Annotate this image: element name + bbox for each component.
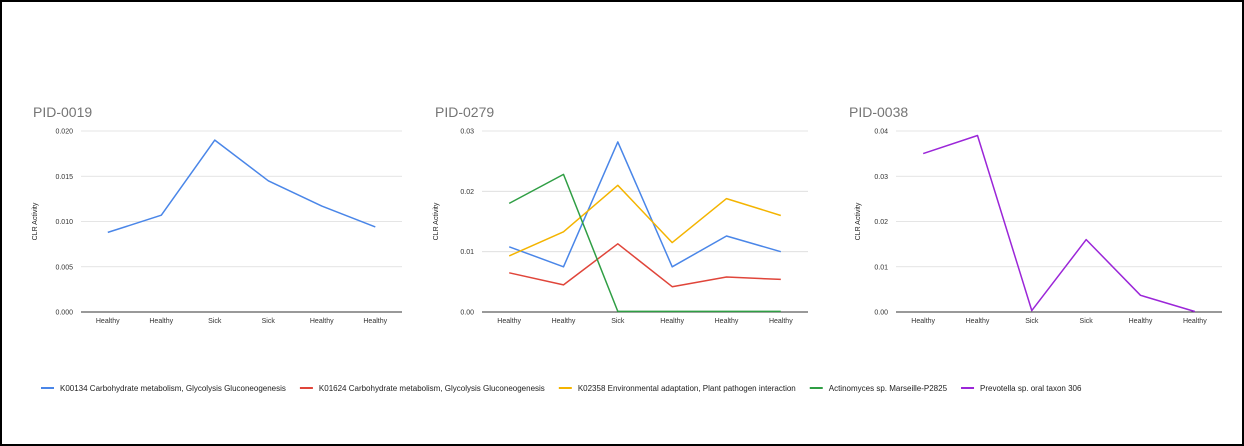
x-tick-label: Sick — [611, 318, 625, 325]
legend-entry: Actinomyces sp. Marseille-P2825 — [809, 384, 948, 393]
legend-label: K02358 Environmental adaptation, Plant p… — [578, 384, 796, 393]
chart-2: PID-0279 0.00 0.01 0.02 0.03 CLR Activity Heal… — [433, 104, 808, 325]
chart-title: PID-0038 — [849, 104, 908, 120]
legend-label: K00134 Carbohydrate metabolism, Glycolys… — [60, 384, 286, 393]
y-axis-label: CLR Activity — [433, 202, 440, 240]
legend-label: Actinomyces sp. Marseille-P2825 — [829, 384, 948, 393]
y-axis-label: CLR Activity — [855, 202, 862, 240]
x-tick-label: Healthy — [363, 318, 387, 325]
y-tick-label: 0.01 — [874, 264, 888, 271]
x-tick-label: Healthy — [769, 318, 793, 325]
y-tick-label: 0.005 — [55, 264, 73, 271]
y-tick-label: 0.020 — [55, 129, 73, 136]
legend-entry: K00134 Carbohydrate metabolism, Glycolys… — [41, 384, 286, 393]
x-tick-label: Sick — [1025, 318, 1039, 325]
x-tick-label: Healthy — [911, 318, 935, 325]
y-tick-label: 0.010 — [55, 219, 73, 226]
legend-entry: K02358 Environmental adaptation, Plant p… — [558, 384, 796, 393]
chart-title: PID-0279 — [435, 104, 494, 120]
series-line — [508, 184, 782, 257]
y-tick-label: 0.000 — [55, 310, 73, 317]
y-tick-label: 0.015 — [55, 174, 73, 181]
x-tick-label: Healthy — [497, 318, 521, 325]
y-tick-label: 0.04 — [874, 129, 888, 136]
chart-title: PID-0019 — [33, 104, 92, 120]
x-tick-label: Sick — [262, 318, 276, 325]
legend-entry: Prevotella sp. oral taxon 306 — [961, 384, 1082, 393]
series-line — [922, 134, 1196, 313]
x-tick-label: Healthy — [715, 318, 739, 325]
y-axis-label: CLR Activity — [32, 202, 39, 240]
y-tick-label: 0.01 — [460, 249, 474, 256]
series-line — [509, 243, 781, 288]
y-tick-label: 0.03 — [874, 174, 888, 181]
x-tick-label: Healthy — [660, 318, 684, 325]
y-tick-label: 0.02 — [874, 219, 888, 226]
series-line — [508, 141, 782, 268]
y-tick-label: 0.00 — [460, 310, 474, 317]
chart-3: PID-0038 0.00 0.01 0.02 0.03 0.04 CLR Activity… — [849, 104, 1222, 325]
legend-label: K01624 Carbohydrate metabolism, Glycolys… — [319, 384, 545, 393]
x-tick-label: Sick — [1080, 318, 1094, 325]
y-tick-label: 0.02 — [460, 189, 474, 196]
y-tick-label: 0.00 — [874, 310, 888, 317]
x-tick-label: Healthy — [552, 318, 576, 325]
legend-label: Prevotella sp. oral taxon 306 — [980, 384, 1082, 393]
series-line — [508, 173, 781, 313]
legend: K00134 Carbohydrate metabolism, Glycolys… — [41, 384, 1082, 393]
series-line — [107, 139, 376, 234]
x-tick-label: Healthy — [96, 318, 120, 325]
x-tick-label: Sick — [208, 318, 222, 325]
x-tick-label: Healthy — [1129, 318, 1153, 325]
y-tick-label: 0.03 — [460, 129, 474, 136]
chart-1: PID-0019 0.000 0.005 0.010 0.015 0.020 CLR Act… — [32, 104, 402, 325]
legend-entry: K01624 Carbohydrate metabolism, Glycolys… — [299, 384, 545, 393]
x-tick-label: Healthy — [966, 318, 990, 325]
x-tick-label: Healthy — [149, 318, 173, 325]
x-tick-label: Healthy — [1183, 318, 1207, 325]
x-tick-label: Healthy — [310, 318, 334, 325]
